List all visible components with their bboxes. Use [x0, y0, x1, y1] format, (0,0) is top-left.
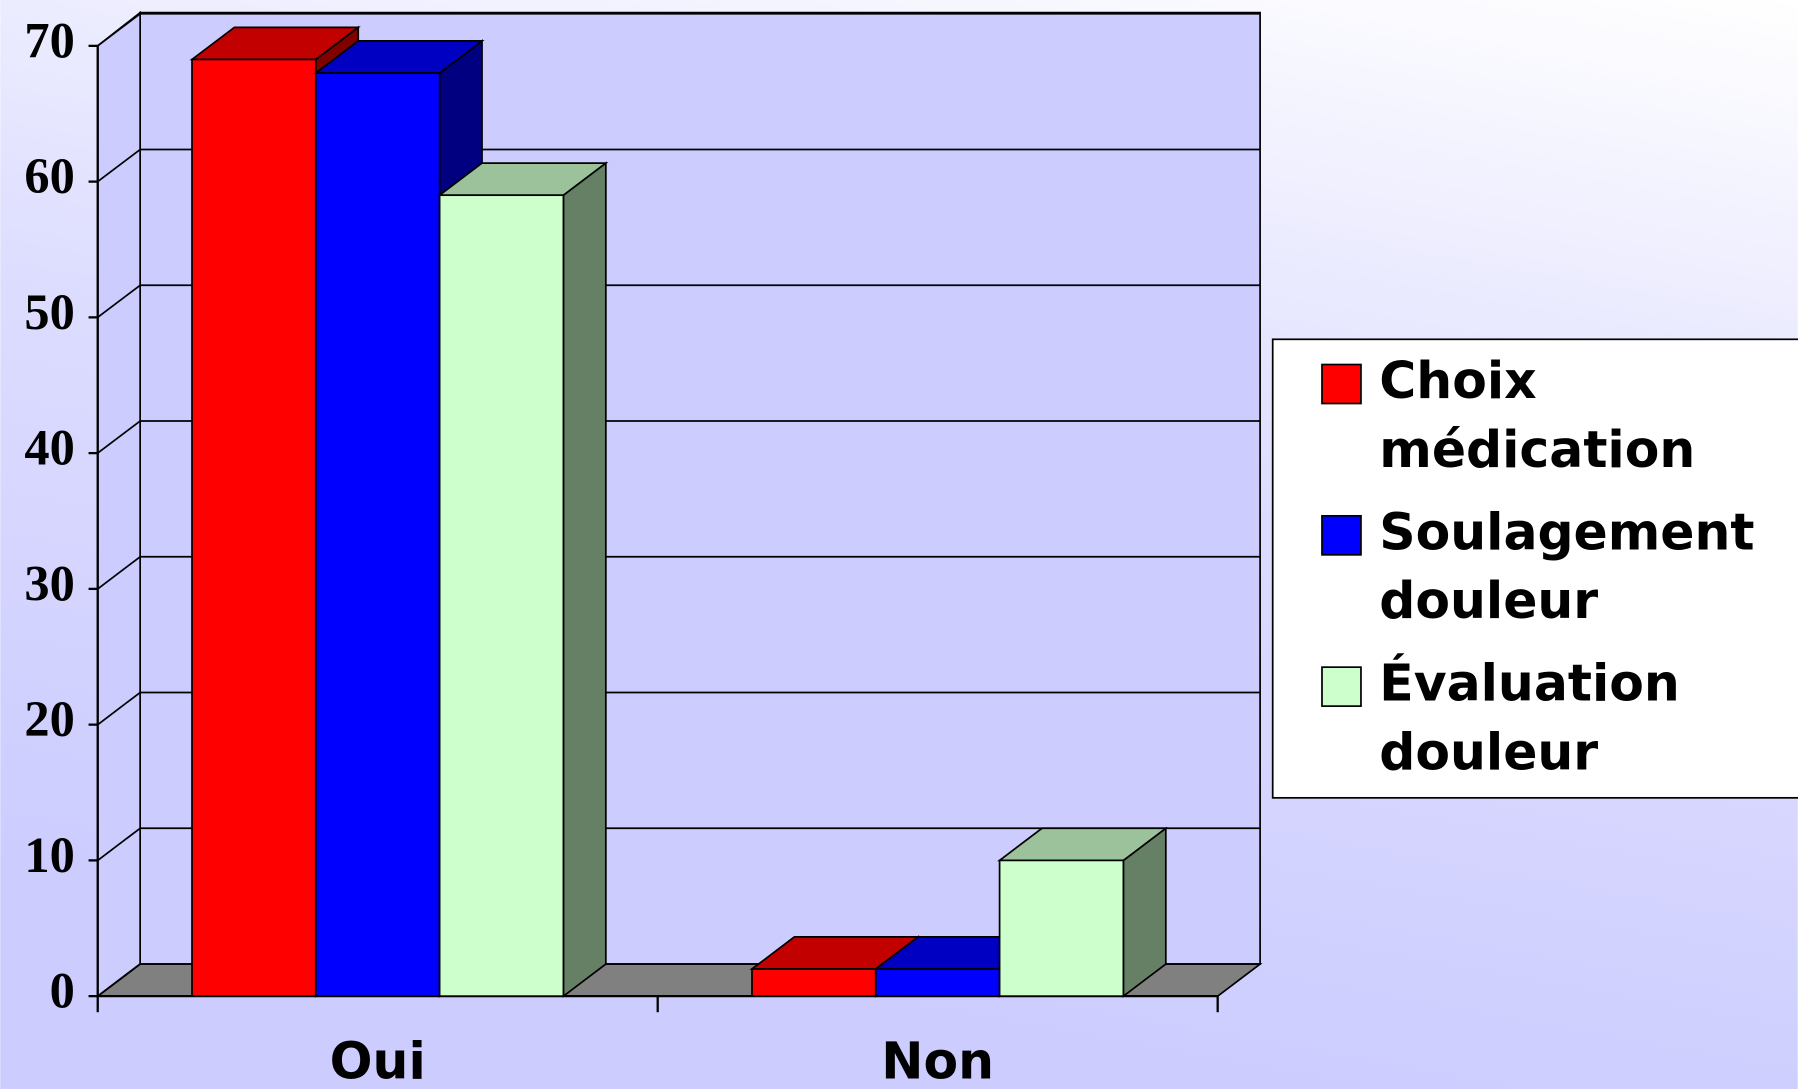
legend-label-line: douleur	[1379, 722, 1598, 781]
legend-swatch	[1321, 666, 1362, 707]
grid-line	[97, 13, 141, 47]
grid-line	[97, 420, 141, 454]
y-tick-label: 50	[24, 284, 74, 340]
side-wall	[96, 10, 141, 998]
legend-swatch	[1321, 514, 1362, 556]
grid-line	[97, 556, 141, 590]
legend-label-line: Choix	[1379, 351, 1536, 410]
grid-line	[97, 148, 141, 183]
bar	[438, 194, 565, 998]
grid-line	[97, 827, 141, 862]
y-tick-label: 40	[24, 420, 74, 476]
legend-label-line: douleur	[1379, 571, 1598, 630]
y-tick-label: 10	[24, 827, 74, 883]
grid-line	[97, 963, 141, 997]
y-tick-label: 70	[24, 12, 74, 68]
bar	[191, 58, 317, 998]
legend-label: Soulagement douleur	[1379, 502, 1754, 630]
y-tick-label: 20	[24, 691, 74, 747]
x-tick-label: Oui	[330, 1031, 426, 1089]
y-tick-label: 60	[24, 148, 74, 204]
y-tick-label: 0	[50, 963, 75, 1019]
x-tick-label: Non	[881, 1031, 994, 1089]
legend-box	[1271, 338, 1798, 799]
bar	[314, 72, 441, 998]
y-tick-label: 30	[24, 555, 74, 611]
bar	[874, 968, 1001, 998]
legend-label-line: médication	[1379, 419, 1695, 478]
legend-label: Évaluation douleur	[1379, 653, 1679, 781]
legend-swatch	[1321, 363, 1362, 405]
legend-label-line: Évaluation	[1379, 653, 1679, 712]
grid-line	[97, 284, 141, 319]
legend-label: Choix médication	[1379, 351, 1695, 479]
bar-side	[562, 161, 607, 998]
legend-label-line: Soulagement	[1379, 502, 1754, 561]
grid-line	[97, 691, 141, 726]
bar	[998, 859, 1125, 998]
bar	[751, 968, 877, 998]
